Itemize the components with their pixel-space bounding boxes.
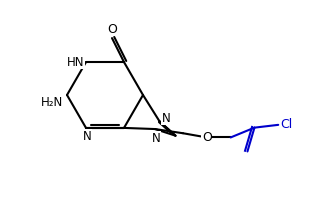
Text: N: N <box>82 130 91 143</box>
Text: H₂N: H₂N <box>41 97 63 110</box>
Text: O: O <box>107 23 117 36</box>
Text: N: N <box>152 132 160 145</box>
Text: N: N <box>161 112 170 125</box>
Text: HN: HN <box>66 56 84 69</box>
Text: O: O <box>202 131 212 144</box>
Text: Cl: Cl <box>280 118 292 131</box>
